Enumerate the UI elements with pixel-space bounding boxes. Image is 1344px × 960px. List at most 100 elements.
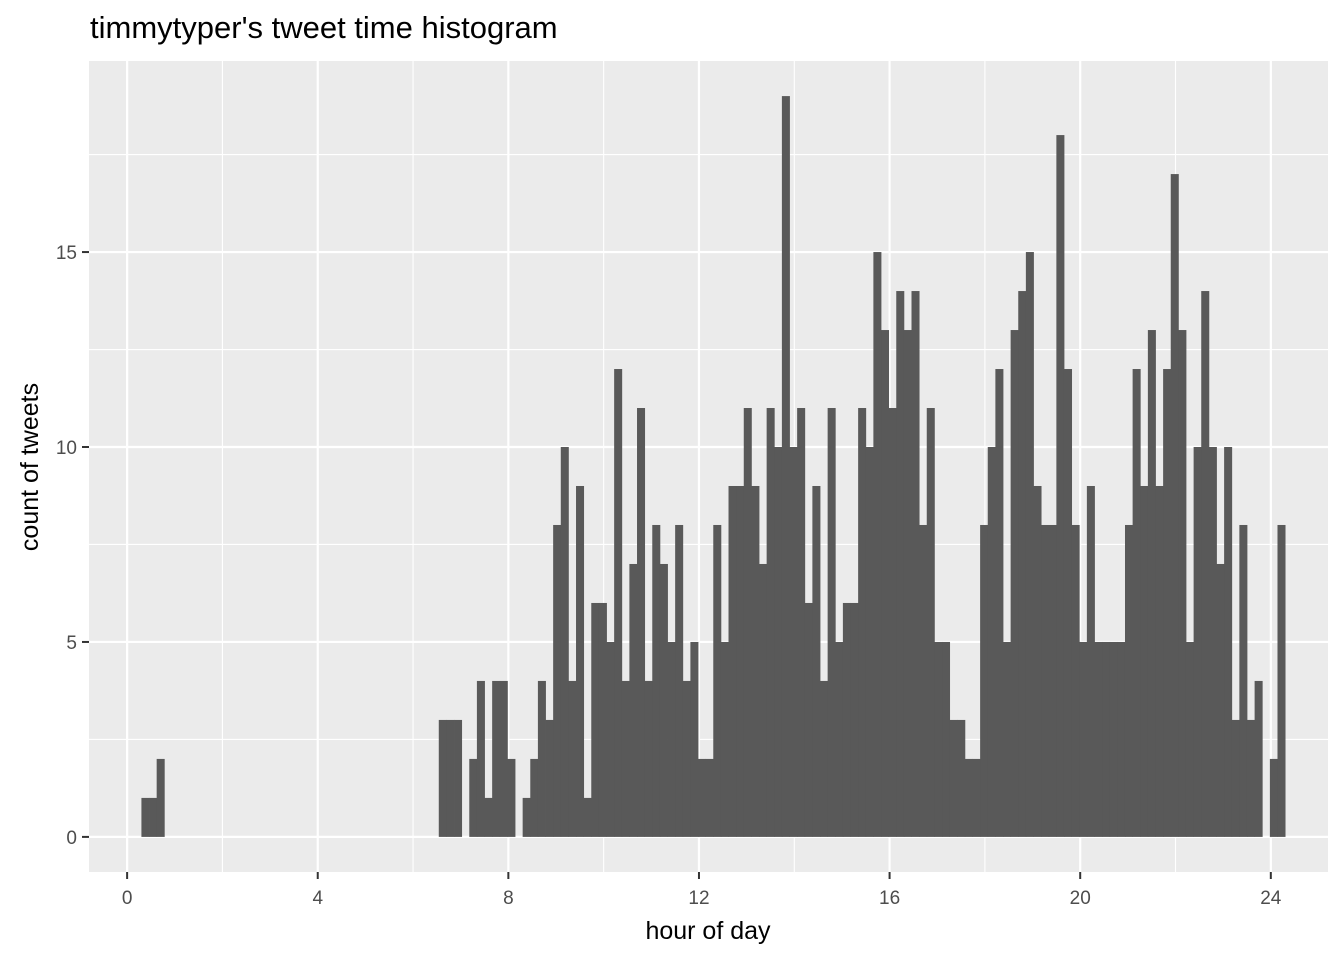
histogram-bar [1140, 485, 1149, 837]
chart-title: timmytyper's tweet time histogram [90, 10, 558, 45]
histogram-bar [1147, 330, 1156, 837]
histogram-bar [881, 330, 890, 837]
y-tick-label: 5 [66, 633, 77, 654]
histogram-bar [850, 602, 859, 837]
histogram-bar [1109, 641, 1118, 837]
histogram-bar [781, 96, 790, 837]
histogram-bar [766, 408, 775, 837]
histogram-bar [576, 485, 585, 837]
histogram-bar [1246, 719, 1256, 837]
x-axis-title: hour of day [645, 917, 771, 945]
histogram-bar [1208, 447, 1217, 837]
x-tick-label: 20 [1070, 888, 1091, 909]
histogram-bar [919, 524, 928, 837]
histogram-bar [537, 680, 546, 837]
histogram-bar [736, 485, 745, 837]
histogram-bar [454, 719, 463, 837]
x-tick-label: 12 [688, 888, 709, 909]
histogram-bar [934, 641, 943, 837]
histogram-bar [1071, 524, 1080, 837]
histogram-bar [614, 369, 623, 837]
histogram-bar [1163, 369, 1172, 837]
histogram-bar [1132, 369, 1141, 837]
histogram-bar [942, 641, 951, 837]
histogram-bar [949, 719, 958, 837]
histogram-bar [842, 602, 851, 837]
histogram-bar [545, 719, 554, 837]
histogram-bar [667, 641, 676, 837]
x-tick-label: 4 [312, 888, 323, 909]
histogram-bar [476, 680, 485, 837]
histogram-bar [812, 485, 821, 837]
histogram-bar [1048, 524, 1057, 837]
histogram-bar [1117, 641, 1126, 837]
histogram-bar [873, 252, 882, 837]
histogram-bar [484, 797, 493, 837]
histogram-bar [1033, 485, 1042, 837]
histogram-bar [820, 680, 829, 837]
histogram-bar [896, 291, 905, 837]
histogram-bar [1025, 252, 1034, 837]
histogram-bar [522, 797, 531, 837]
histogram-bar [1102, 641, 1111, 837]
histogram-bar [903, 330, 912, 837]
y-tick-label: 10 [56, 438, 77, 459]
histogram-bar [827, 408, 836, 837]
histogram-bar [911, 291, 920, 837]
histogram-bar [964, 758, 973, 837]
histogram-bar [1063, 369, 1073, 837]
y-axis-ticks: 0 5 10 15 [56, 243, 89, 849]
x-tick-label: 24 [1260, 888, 1282, 909]
histogram-bar [1269, 758, 1278, 837]
histogram-bar [583, 797, 592, 837]
histogram-bar [926, 408, 935, 837]
histogram-bar [835, 641, 844, 837]
histogram-bar [1170, 174, 1179, 837]
histogram-bar [789, 447, 798, 837]
histogram-bar [1231, 719, 1240, 837]
histogram-bar [553, 524, 562, 837]
histogram-bar [1010, 330, 1019, 837]
histogram-bar [797, 408, 806, 837]
x-tick-label: 0 [122, 888, 133, 909]
histogram-bar [720, 641, 729, 837]
histogram-bar [995, 369, 1004, 837]
histogram-bar [560, 447, 569, 837]
histogram-bar [1041, 524, 1050, 837]
histogram-bar [1086, 485, 1095, 837]
histogram-bar [621, 680, 630, 837]
y-tick-label: 15 [56, 243, 77, 264]
histogram-bar [469, 758, 478, 837]
histogram-bar [438, 719, 447, 837]
histogram-bar [1224, 447, 1233, 837]
histogram-bar [141, 797, 150, 837]
histogram-bar [644, 680, 653, 837]
histogram-bar [865, 447, 874, 837]
histogram-bar [705, 758, 714, 837]
histogram-bar [1094, 641, 1103, 837]
histogram-bar [156, 758, 165, 837]
x-axis-ticks: 0 4 8 12 16 20 24 [122, 872, 1282, 909]
histogram-bar [751, 485, 760, 837]
histogram-bar [987, 447, 996, 837]
histogram-bar [698, 758, 707, 837]
histogram-bar [1201, 291, 1210, 837]
histogram-bar [1277, 524, 1286, 837]
histogram-bar [591, 602, 600, 837]
histogram-bar [1216, 563, 1225, 837]
histogram-bar [682, 680, 691, 837]
histogram-bar [804, 602, 813, 837]
histogram-bar [1178, 330, 1187, 837]
histogram-bar [888, 408, 897, 837]
histogram-bar [530, 758, 539, 837]
histogram-bar [858, 408, 867, 837]
histogram-bar [1239, 524, 1248, 837]
histogram-bar [1254, 680, 1263, 837]
histogram-bar [1155, 485, 1164, 837]
histogram-bar [637, 408, 646, 837]
histogram-bar [568, 680, 577, 837]
histogram-bar [149, 797, 158, 837]
histogram-bar [774, 447, 783, 837]
histogram-bar [606, 641, 615, 837]
